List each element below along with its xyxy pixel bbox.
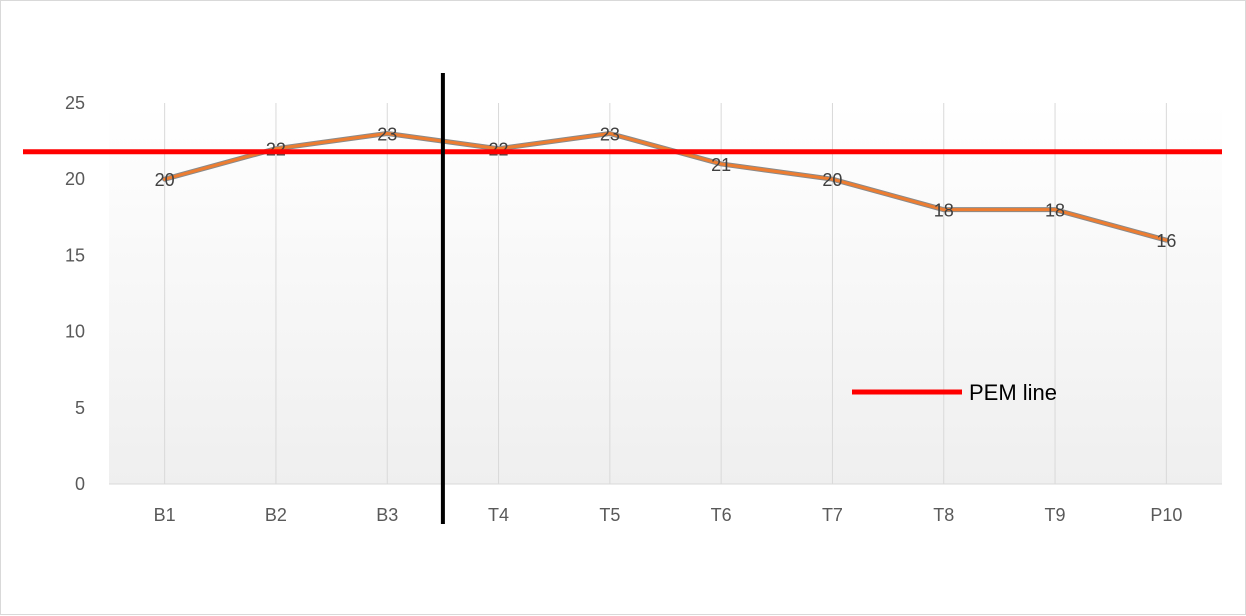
x-tick-label-t8: T8 (933, 505, 954, 525)
series-line-group (162, 130, 1169, 243)
plot-area (109, 103, 1222, 484)
data-point-p10 (1164, 238, 1168, 242)
legend-label-pem-line: PEM line (969, 380, 1057, 405)
legend: PEM line (852, 380, 1057, 405)
y-axis-tick-labels: 0 5 10 15 20 25 (65, 93, 85, 494)
x-axis-tick-labels: B1 B2 B3 T4 T5 T6 T7 T8 T9 P10 (154, 505, 1183, 525)
y-tick-label-15: 15 (65, 245, 85, 265)
data-point-t6 (719, 162, 723, 166)
x-tick-label-b3: B3 (376, 505, 398, 525)
data-point-b1 (163, 177, 167, 181)
x-tick-label-t5: T5 (599, 505, 620, 525)
data-point-t8 (942, 208, 946, 212)
y-tick-label-10: 10 (65, 322, 85, 342)
x-tick-label-b1: B1 (154, 505, 176, 525)
data-label-b1: 20 (155, 170, 175, 190)
y-tick-label-20: 20 (65, 169, 85, 189)
x-tick-label-t4: T4 (488, 505, 509, 525)
x-tick-label-b2: B2 (265, 505, 287, 525)
data-label-t5: 23 (600, 124, 620, 144)
data-label-b3: 23 (377, 124, 397, 144)
y-tick-label-25: 25 (65, 93, 85, 113)
x-tick-label-t7: T7 (822, 505, 843, 525)
data-point-t7 (830, 177, 834, 181)
data-point-t9 (1053, 208, 1057, 212)
data-label-t6: 21 (711, 155, 731, 175)
data-label-t8: 18 (934, 201, 954, 221)
x-tick-label-t9: T9 (1045, 505, 1066, 525)
x-tick-label-t6: T6 (711, 505, 732, 525)
data-point-b3 (385, 131, 389, 135)
y-tick-label-0: 0 (75, 474, 85, 494)
data-point-t5 (608, 131, 612, 135)
data-label-t7: 20 (822, 170, 842, 190)
series-line (163, 131, 1168, 242)
data-label-t9: 18 (1045, 201, 1065, 221)
data-label-p10: 16 (1156, 231, 1176, 251)
y-tick-label-5: 5 (75, 398, 85, 418)
x-tick-label-p10: P10 (1150, 505, 1182, 525)
data-labels: 20222322232120181816 (155, 124, 1177, 251)
vertical-gridlines (164, 103, 1167, 484)
